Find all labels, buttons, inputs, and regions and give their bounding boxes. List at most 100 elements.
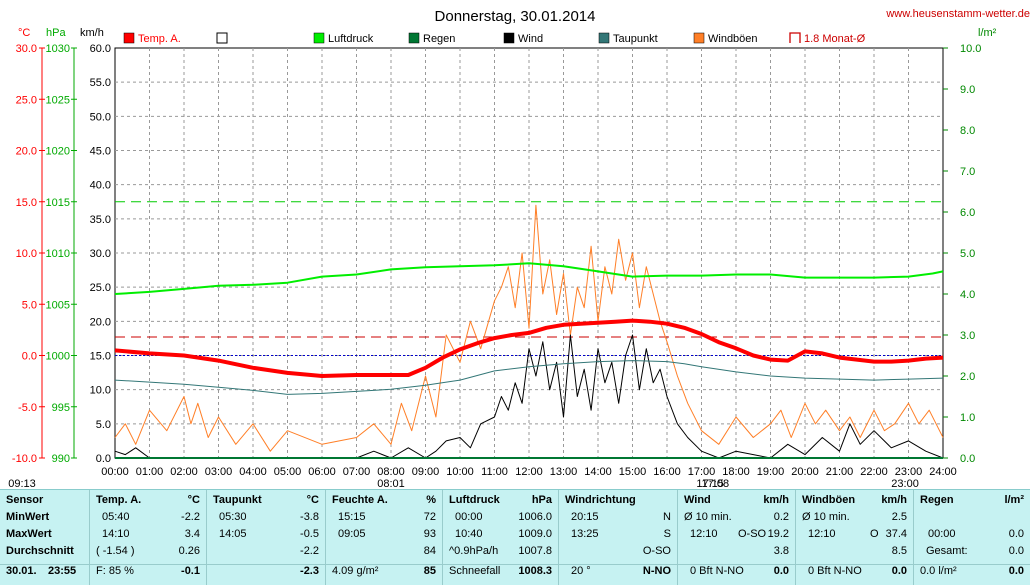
summary-hum-extra: 4.09 g/m² bbox=[332, 565, 379, 577]
wind-tick-label: 0.0 bbox=[96, 453, 111, 465]
summary-date: 30.01. bbox=[6, 565, 37, 577]
x-tick-label: 16:00 bbox=[653, 466, 681, 478]
wind-tick-label: 15.0 bbox=[90, 351, 111, 363]
dew-max-value: -0.5 bbox=[300, 528, 319, 540]
press-max-value: 1009.0 bbox=[518, 528, 552, 540]
rain-tick-label: 1.0 bbox=[960, 412, 975, 424]
event-time-label: 17:08 bbox=[702, 478, 730, 489]
legend-swatch bbox=[503, 32, 515, 44]
pressure-tick-label: 995 bbox=[52, 402, 70, 414]
x-tick-label: 13:00 bbox=[550, 466, 578, 478]
weather-chart: Donnerstag, 30.01.2014 www.heusenstamm-w… bbox=[8, 8, 1030, 489]
temp-tick-label: 20.0 bbox=[16, 146, 37, 158]
dew-avg-value: -2.2 bbox=[300, 545, 319, 557]
site-link[interactable]: www.heusenstamm-wetter.de bbox=[885, 8, 1030, 20]
x-tick-label: 10:00 bbox=[446, 466, 474, 478]
summary-time: 23:55 bbox=[48, 565, 77, 577]
summary-hum-value: 85 bbox=[423, 565, 436, 577]
header-wind-direction: Windrichtung bbox=[565, 494, 636, 506]
x-tick-label: 03:00 bbox=[205, 466, 233, 478]
legend-label: Wind bbox=[518, 33, 543, 45]
x-tick-label: 11:00 bbox=[481, 466, 508, 478]
rain-tick-label: 10.0 bbox=[960, 43, 981, 55]
wind-max-direction: O-SO bbox=[738, 528, 767, 540]
gust-avg-value: 8.5 bbox=[891, 545, 907, 557]
temp-tick-label: 25.0 bbox=[16, 94, 37, 106]
pressure-tick-label: 990 bbox=[52, 453, 70, 465]
wind-avg-value: 3.8 bbox=[773, 545, 789, 557]
col-wind-direction: Windrichtung 20:15 N 13:25 S O-SO 20 ° N… bbox=[558, 490, 677, 585]
header-gust-unit: km/h bbox=[881, 494, 907, 506]
temp-tick-label: 30.0 bbox=[16, 43, 37, 55]
col-gust: Windböen km/h Ø 10 min. 2.5 12:10 O 37.4… bbox=[795, 490, 913, 585]
dir-min-time: 20:15 bbox=[571, 511, 599, 523]
hum-avg-value: 84 bbox=[423, 545, 436, 557]
x-tick-label: 08:00 bbox=[377, 466, 405, 478]
summary-wind-value: 0.0 bbox=[773, 565, 789, 577]
legend-label: 1.8 Monat-Ø bbox=[804, 33, 866, 45]
rain-tick-label: 2.0 bbox=[960, 371, 975, 383]
col-wind: Wind km/h Ø 10 min. 0.2 12:10 O-SO 19.2 … bbox=[677, 490, 795, 585]
rain-max-time: 00:00 bbox=[928, 528, 956, 540]
press-min-time: 00:00 bbox=[455, 511, 483, 523]
col-dewpoint: Taupunkt °C 05:30 -3.8 14:05 -0.5 -2.2 -… bbox=[206, 490, 325, 585]
event-time-label: 08:01 bbox=[377, 478, 405, 489]
header-wind: Wind bbox=[684, 494, 711, 506]
x-tick-label: 24:00 bbox=[929, 466, 957, 478]
series-taupunkt-line bbox=[114, 360, 944, 395]
header-pressure-unit: hPa bbox=[531, 494, 552, 506]
event-time-label: 23:00 bbox=[891, 478, 919, 489]
header-rain-unit: l/m² bbox=[1004, 494, 1024, 506]
header-pressure: Luftdruck bbox=[449, 494, 500, 506]
legend-swatch bbox=[123, 32, 135, 44]
temp-avg-extra: ( -1.54 ) bbox=[96, 545, 135, 557]
chart-series bbox=[114, 204, 944, 459]
wind-min-label: Ø 10 min. bbox=[684, 511, 732, 523]
legend-label: Taupunkt bbox=[613, 33, 658, 45]
legend-label: Temp. A. bbox=[138, 33, 181, 45]
header-sensor: Sensor bbox=[6, 494, 44, 506]
pressure-unit-label: hPa bbox=[46, 27, 66, 39]
temp-tick-label: 5.0 bbox=[22, 299, 37, 311]
header-gust: Windböen bbox=[802, 494, 856, 506]
event-time-label: 09:13 bbox=[8, 478, 36, 489]
x-tick-label: 02:00 bbox=[170, 466, 198, 478]
press-max-time: 10:40 bbox=[455, 528, 483, 540]
row-label-min: MinWert bbox=[6, 511, 50, 523]
legend-swatch bbox=[693, 32, 705, 44]
col-temp: Temp. A. °C 05:40 -2.2 14:10 3.4 ( -1.54… bbox=[89, 490, 206, 585]
temp-tick-label: 15.0 bbox=[16, 197, 37, 209]
summary-rain-value: 0.0 bbox=[1008, 565, 1024, 577]
press-avg-value: 1007.8 bbox=[518, 545, 552, 557]
legend-label: Luftdruck bbox=[328, 33, 374, 45]
rain-unit-label: l/m² bbox=[978, 27, 997, 39]
rain-total-value: 0.0 bbox=[1008, 545, 1024, 557]
summary-press-value: 1008.3 bbox=[518, 565, 552, 577]
rain-tick-label: 9.0 bbox=[960, 84, 975, 96]
summary-temp-extra: F: 85 % bbox=[96, 565, 134, 577]
x-tick-label: 00:00 bbox=[101, 466, 129, 478]
dew-min-value: -3.8 bbox=[300, 511, 319, 523]
gust-min-label: Ø 10 min. bbox=[802, 511, 850, 523]
press-min-value: 1006.0 bbox=[518, 511, 552, 523]
x-tick-label: 07:00 bbox=[343, 466, 371, 478]
wind-tick-label: 40.0 bbox=[90, 180, 111, 192]
dir-max-value: S bbox=[663, 528, 671, 540]
summary-rain-extra: 0.0 l/m² bbox=[920, 565, 957, 577]
temp-min-value: -2.2 bbox=[181, 511, 200, 523]
summary-temp-value: -0.1 bbox=[181, 565, 200, 577]
pressure-tick-label: 1025 bbox=[46, 94, 70, 106]
gust-min-value: 2.5 bbox=[891, 511, 907, 523]
header-dewpoint-unit: °C bbox=[306, 494, 319, 506]
wind-tick-label: 50.0 bbox=[90, 111, 111, 123]
pressure-tick-label: 1010 bbox=[46, 248, 70, 260]
header-temp-unit: °C bbox=[187, 494, 200, 506]
wind-unit-label: km/h bbox=[80, 27, 104, 39]
wind-min-value: 0.2 bbox=[773, 511, 789, 523]
chart-title: Donnerstag, 30.01.2014 bbox=[435, 8, 596, 25]
temp-max-value: 3.4 bbox=[184, 528, 200, 540]
dir-min-value: N bbox=[663, 511, 671, 523]
col-humidity: Feuchte A. % 15:15 72 09:05 93 84 4.09 g… bbox=[325, 490, 442, 585]
header-temp: Temp. A. bbox=[96, 494, 142, 506]
pressure-tick-label: 1020 bbox=[46, 146, 70, 158]
